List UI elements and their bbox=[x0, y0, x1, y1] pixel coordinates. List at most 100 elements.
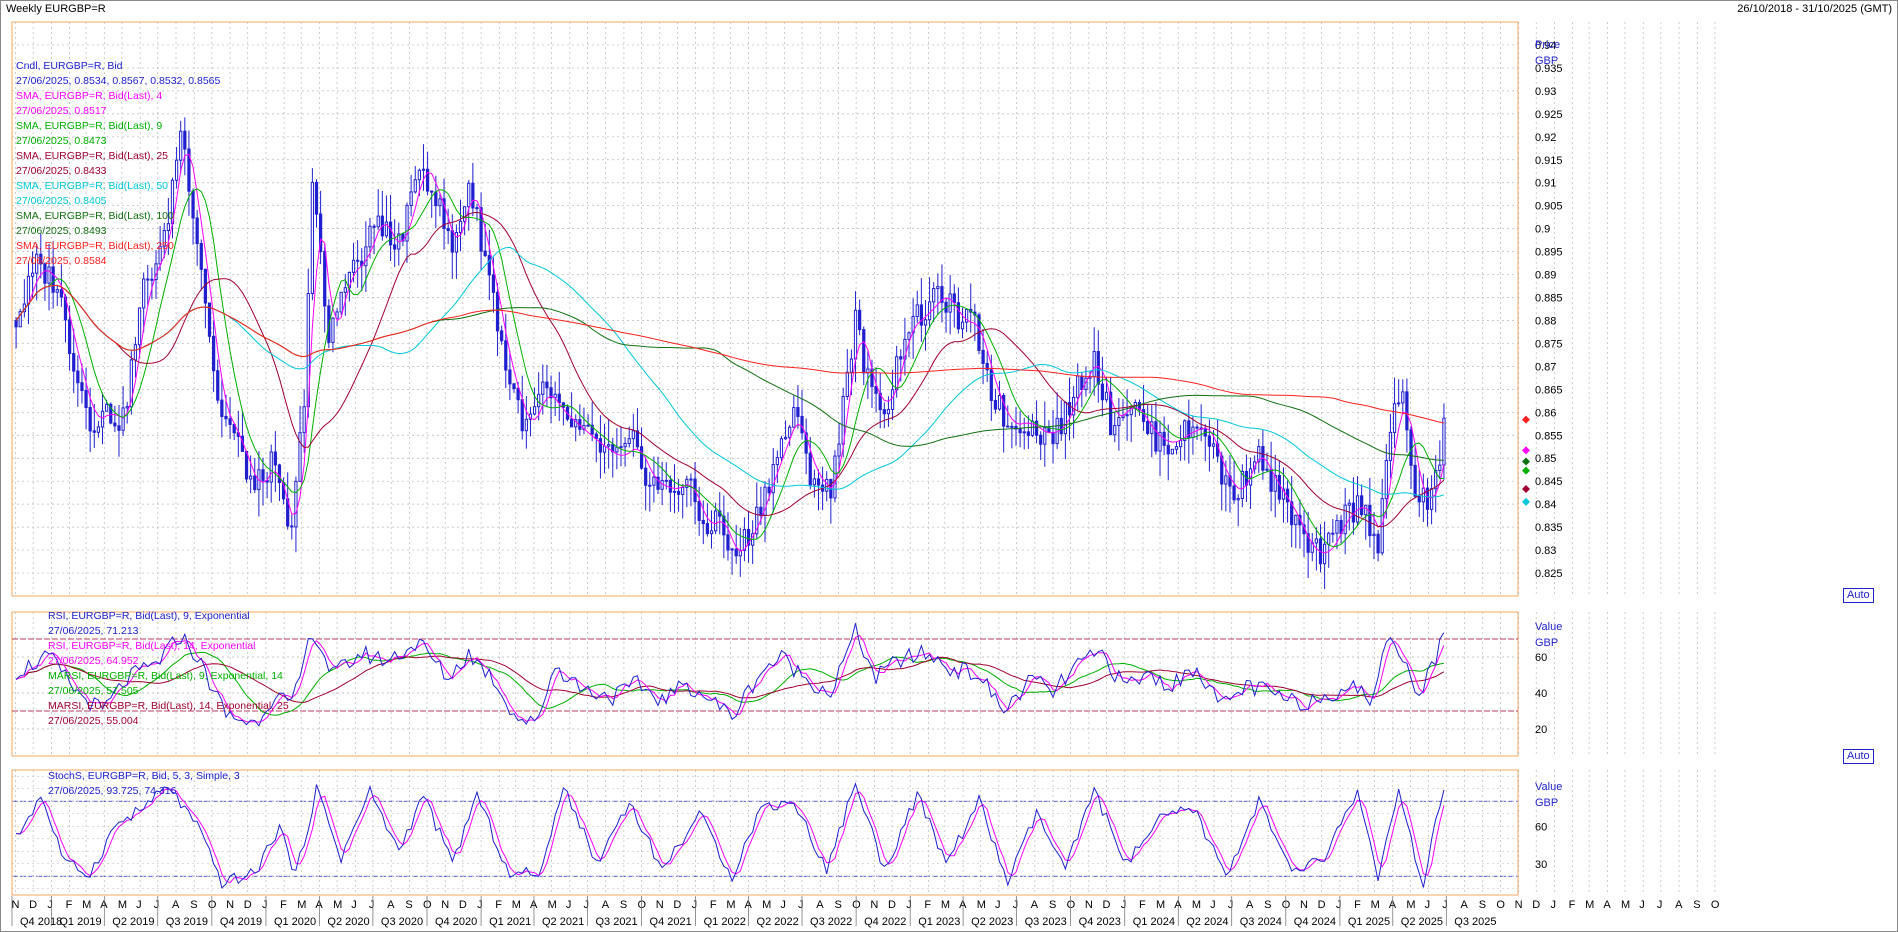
stoch-axis-title: Value bbox=[1535, 781, 1562, 793]
candle-body bbox=[668, 479, 672, 493]
candle-body bbox=[1236, 498, 1240, 501]
candle-body bbox=[1277, 474, 1281, 500]
candle-body bbox=[619, 446, 623, 449]
candle-body bbox=[1290, 501, 1294, 526]
candle-body bbox=[685, 478, 689, 488]
month-tick-label: J bbox=[351, 899, 357, 911]
price-auto-button[interactable]: Auto bbox=[1843, 588, 1874, 603]
candle-body bbox=[137, 307, 142, 346]
price-legend-label: SMA, EURGBP=R, Bid(Last), 50 bbox=[16, 180, 168, 192]
candle-body bbox=[290, 525, 294, 528]
candle-body bbox=[788, 426, 792, 438]
month-tick-label: M bbox=[1192, 899, 1201, 911]
month-tick-label: J bbox=[692, 899, 698, 911]
candle-body bbox=[652, 476, 656, 486]
price-panel[interactable] bbox=[14, 117, 1446, 590]
month-tick-label: M bbox=[333, 899, 342, 911]
price-legend-value: 27/06/2025, 0.8405 bbox=[16, 195, 107, 207]
price-tick-label: 0.895 bbox=[1535, 247, 1563, 259]
rsi-legend-label: MARSI, EURGBP=R, Bid(Last), 14, Exponent… bbox=[48, 700, 289, 712]
candle-body bbox=[1294, 514, 1298, 526]
candle-body bbox=[388, 221, 393, 246]
candle-body bbox=[561, 402, 565, 408]
sma-4-line bbox=[15, 153, 1445, 554]
candle-body bbox=[602, 445, 607, 453]
quarter-tick-label: Q3 2025 bbox=[1454, 916, 1496, 928]
candle-body bbox=[1092, 351, 1096, 378]
candle-body bbox=[105, 403, 109, 412]
month-tick-label: A bbox=[1246, 899, 1254, 911]
month-tick-label: J bbox=[1228, 899, 1234, 911]
candle-body bbox=[689, 478, 693, 481]
candle-body bbox=[269, 451, 273, 483]
candle-body bbox=[1039, 434, 1043, 445]
candle-body bbox=[117, 425, 121, 431]
candle-body bbox=[1409, 429, 1413, 466]
candle-body bbox=[1417, 495, 1421, 503]
candle-body bbox=[623, 443, 627, 448]
candle-body bbox=[18, 311, 22, 328]
rsi-legend-label: MARSI, EURGBP=R, Bid(Last), 9, Exponenti… bbox=[48, 670, 283, 682]
month-tick-label: M bbox=[512, 899, 521, 911]
month-tick-label: D bbox=[459, 899, 467, 911]
candle-body bbox=[858, 309, 862, 331]
stoch-fast-line bbox=[16, 782, 1445, 889]
candle-body bbox=[109, 403, 113, 424]
quarter-tick-label: Q1 2024 bbox=[1133, 916, 1175, 928]
month-tick-label: S bbox=[1049, 899, 1056, 911]
candle-body bbox=[656, 476, 660, 490]
month-tick-label: J bbox=[1336, 899, 1342, 911]
quarter-tick-label: Q3 2021 bbox=[595, 916, 637, 928]
month-tick-label: S bbox=[405, 899, 412, 911]
candle-body bbox=[590, 424, 594, 435]
candle-body bbox=[1314, 538, 1318, 544]
month-tick-label: D bbox=[673, 899, 681, 911]
price-tick-label: 0.915 bbox=[1535, 155, 1563, 167]
candle-body bbox=[520, 399, 524, 432]
month-tick-label: M bbox=[1585, 899, 1594, 911]
candle-body bbox=[331, 317, 335, 343]
candle-body bbox=[512, 383, 516, 389]
stoch-panel[interactable] bbox=[16, 782, 1445, 889]
stoch-axis-unit: GBP bbox=[1535, 797, 1558, 809]
quarter-tick-label: Q2 2024 bbox=[1186, 916, 1228, 928]
candle-body bbox=[421, 168, 426, 171]
candle-body bbox=[1195, 426, 1199, 429]
candle-body bbox=[816, 478, 821, 486]
candle-body bbox=[14, 319, 18, 328]
month-tick-label: J bbox=[1121, 899, 1127, 911]
candle-body bbox=[1034, 420, 1039, 436]
candle-body bbox=[1331, 532, 1335, 535]
candle-body bbox=[1273, 474, 1277, 492]
candle-body bbox=[376, 215, 380, 228]
candle-body bbox=[216, 370, 220, 401]
price-tick-label: 0.89 bbox=[1535, 270, 1556, 282]
price-legend-label: Cndl, EURGBP=R, Bid bbox=[16, 60, 123, 72]
month-tick-label: M bbox=[548, 899, 557, 911]
chart-title: Weekly EURGBP=R bbox=[6, 3, 106, 15]
candle-body bbox=[956, 302, 961, 330]
candle-body bbox=[30, 272, 35, 277]
rsi-auto-button[interactable]: Auto bbox=[1843, 749, 1874, 764]
candle-body bbox=[273, 451, 277, 466]
month-tick-label: J bbox=[1639, 899, 1645, 911]
month-tick-label: F bbox=[1354, 899, 1361, 911]
candle-body bbox=[853, 309, 858, 360]
price-legend-value: 27/06/2025, 0.8584 bbox=[16, 255, 107, 267]
price-tick-label: 0.925 bbox=[1535, 109, 1563, 121]
quarter-tick-label: Q1 2019 bbox=[59, 916, 101, 928]
candle-body bbox=[195, 217, 199, 245]
candle-body bbox=[67, 319, 72, 355]
quarter-tick-label: Q1 2022 bbox=[704, 916, 746, 928]
candle-body bbox=[841, 395, 845, 445]
rsi-frame bbox=[11, 611, 1519, 757]
rsi-panel[interactable] bbox=[15, 623, 1445, 727]
month-tick-label: J bbox=[1550, 899, 1556, 911]
month-tick-label: O bbox=[423, 899, 432, 911]
month-tick-label: S bbox=[620, 899, 627, 911]
candle-body bbox=[586, 424, 590, 427]
candle-body bbox=[644, 467, 648, 486]
month-tick-label: N bbox=[12, 899, 20, 911]
price-legend-label: SMA, EURGBP=R, Bid(Last), 100 bbox=[16, 210, 174, 222]
